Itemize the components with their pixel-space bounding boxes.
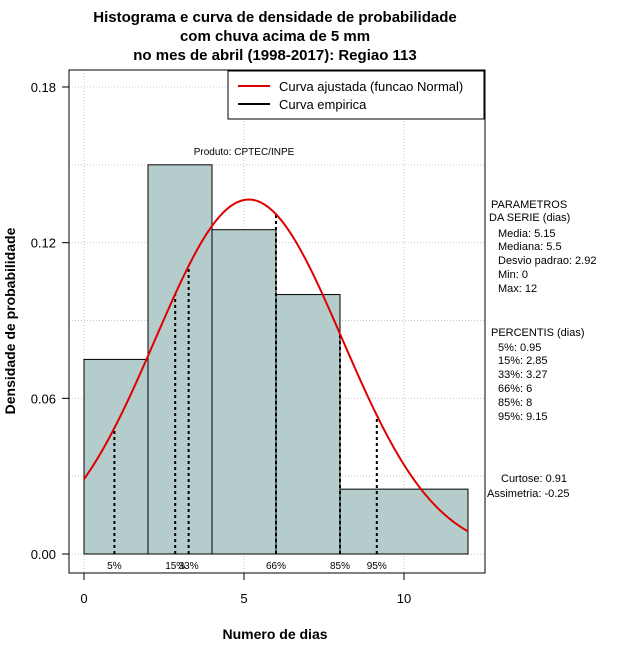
percentil-85: 85%: 8 [498, 397, 532, 409]
y-tick-label-1: 0.06 [31, 391, 56, 406]
param-desvio: Desvio padrao: 2.92 [498, 255, 596, 267]
y-tick-label-3: 0.18 [31, 80, 56, 95]
percentile-label-5: 95% [367, 561, 387, 572]
percentil-15: 15%: 2.85 [498, 355, 548, 367]
x-axis: 0 5 10 [80, 572, 411, 606]
x-tick-label-0: 0 [80, 591, 87, 606]
param-mediana: Mediana: 5.5 [498, 241, 562, 253]
percentile-label-3: 66% [266, 561, 286, 572]
percentile-label-4: 85% [330, 561, 350, 572]
percentil-66: 66%: 6 [498, 383, 532, 395]
param-media: Media: 5.15 [498, 228, 555, 240]
histogram-bar-2 [211, 229, 277, 555]
param-max: Max: 12 [498, 283, 537, 295]
histogram-bar-3 [275, 294, 341, 555]
histogram-bar-1 [147, 164, 213, 555]
chart-title-line-2: com chuva acima de 5 mm [180, 28, 370, 45]
legend-box [227, 70, 485, 120]
percentile-label-2: 33% [179, 561, 199, 572]
percentil-33: 33%: 3.27 [498, 369, 548, 381]
stat-curtose: Curtose: 0.91 [501, 473, 567, 485]
percentil-95: 95%: 9.15 [498, 411, 548, 423]
x-tick-label-1: 5 [240, 591, 247, 606]
percentile-label-1: 15% [165, 561, 185, 572]
chart-title-line-3: no mes de abril (1998-2017): Regiao 113 [133, 47, 416, 64]
histogram-bars [83, 164, 469, 555]
x-tick-label-2: 10 [397, 591, 411, 606]
histogram-bar-4 [339, 488, 469, 555]
y-axis: 0.00 0.06 0.12 0.18 [31, 80, 70, 562]
product-annotation: Produto: CPTEC/INPE [194, 147, 295, 158]
histogram-bar-0 [83, 358, 149, 555]
legend-label-normal: Curva ajustada (funcao Normal) [279, 79, 463, 94]
y-tick-label-0: 0.00 [31, 547, 56, 562]
params-header-2: DA SERIE (dias) [489, 212, 570, 224]
y-axis-label: Densidade de probabilidade [2, 227, 18, 414]
param-min: Min: 0 [498, 269, 528, 281]
percentile-label-0: 5% [107, 561, 122, 572]
side-panel: PARAMETROS DA SERIE (dias) Media: 5.15 M… [487, 199, 596, 500]
legend: Curva ajustada (funcao Normal) Curva emp… [227, 70, 485, 120]
stat-assimetria: Assimetria: -0.25 [487, 488, 570, 500]
x-axis-label: Numero de dias [222, 626, 327, 642]
params-header-1: PARAMETROS [491, 199, 567, 211]
normal-curve [83, 198, 469, 533]
normal-curve-path [83, 198, 469, 533]
percentil-5: 5%: 0.95 [498, 342, 541, 354]
percentile-labels: 5% 15%33% 66% 85% 95% [107, 561, 387, 572]
legend-label-empirical: Curva empirica [279, 97, 367, 112]
chart-title-line-1: Histograma e curva de densidade de proba… [93, 9, 456, 26]
percentis-header: PERCENTIS (dias) [491, 327, 585, 339]
y-tick-label-2: 0.12 [31, 236, 56, 251]
percentile-lines [113, 214, 378, 554]
